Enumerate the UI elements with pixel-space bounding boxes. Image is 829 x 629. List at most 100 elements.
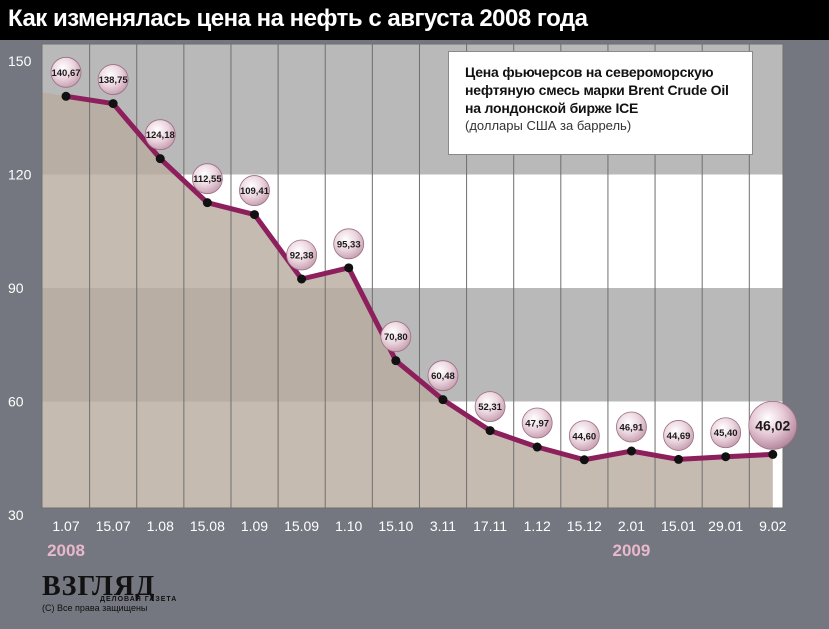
bubble-shape: [616, 411, 647, 443]
legend-title-line-1: Цена фьючерсов на североморскую: [465, 64, 714, 80]
data-label-bubble: 140,67: [50, 56, 82, 88]
x-tick-label: 9.02: [759, 518, 786, 534]
logo-wordmark: ВЗГЛЯД: [42, 571, 156, 602]
legend-box: Цена фьючерсов на североморскую нефтяную…: [448, 51, 753, 155]
data-label: 45,40: [714, 428, 738, 439]
data-point: [721, 452, 731, 462]
data-label: 44,69: [667, 431, 691, 442]
data-point: [579, 455, 589, 465]
data-point: [768, 449, 778, 459]
data-label-bubble: 124,18: [144, 119, 176, 151]
y-tick-label: 30: [8, 507, 24, 523]
bubble-shape: [427, 360, 459, 392]
legend-title-line-2: нефтяную смесь марки Brent Crude Oil: [465, 82, 729, 98]
x-tick-label: 1.08: [147, 518, 174, 534]
data-point: [438, 395, 448, 405]
data-point: [155, 154, 165, 164]
plot-border: [41, 43, 784, 509]
x-tick-label: 3.11: [430, 518, 456, 534]
logo-tagline: ДЕЛОВАЯ ГАЗЕТА: [100, 596, 178, 603]
bubble-shape: [380, 321, 412, 353]
y-axis: 150 120 90 60 30: [8, 53, 32, 523]
x-axis: 1.07 15.07 1.08 15.08 1.09 15.09 1.10 15.10 3.11…: [52, 518, 786, 534]
bubble-shape: [710, 417, 742, 449]
bubble-shape: [474, 391, 506, 422]
data-label: 112,55: [193, 174, 222, 185]
data-label-bubble: 95,33: [333, 228, 365, 260]
data-point: [61, 91, 71, 101]
data-label-bubble: 138,75: [97, 64, 129, 95]
x-tick-label: 29.01: [708, 518, 743, 534]
data-label: 44,60: [572, 431, 596, 442]
year-label: 2008: [47, 541, 85, 560]
data-label: 95,33: [337, 239, 361, 250]
data-label: 92,38: [290, 250, 314, 261]
data-label-bubble: 44,69: [663, 420, 694, 451]
x-tick-label: 1.07: [52, 518, 79, 534]
bubble-shape: [748, 400, 798, 450]
bubble-shape: [521, 407, 553, 439]
x-tick-label: 1.09: [241, 518, 268, 534]
data-label: 140,67: [51, 68, 80, 79]
bubble-shape: [286, 239, 318, 271]
bubble-shape: [50, 56, 82, 88]
data-point: [108, 99, 118, 109]
x-tick-label: 1.12: [524, 518, 551, 534]
data-labels: 140,67 138,75 124,18 112,55 109,41 92,38 95,33…: [50, 56, 798, 452]
data-label: 109,41: [240, 186, 270, 197]
x-tick-label: 15.08: [190, 518, 225, 534]
logo: ВЗГЛЯД ДЕЛОВАЯ ГАЗЕТА: [42, 571, 176, 604]
y-tick-label: 120: [8, 167, 32, 183]
x-tick-label: 15.01: [661, 518, 696, 534]
year-labels: 2008 2009: [47, 541, 650, 560]
x-tick-label: 15.07: [96, 518, 131, 534]
data-label-bubble: 60,48: [427, 360, 459, 392]
copyright-text: (С) Все права защищены: [42, 603, 148, 613]
data-label: 124,18: [146, 130, 175, 141]
y-tick-label: 90: [8, 280, 24, 296]
x-tick-label: 15.09: [284, 518, 319, 534]
x-tick-label: 2.01: [618, 518, 645, 534]
data-label: 46,02: [755, 417, 790, 433]
data-label-bubble: 112,55: [191, 163, 223, 195]
data-point: [485, 426, 495, 436]
price-line: [63, 93, 776, 463]
data-label-bubble: 46,91: [616, 411, 647, 443]
data-label-bubble: 47,97: [521, 407, 553, 439]
data-label: 138,75: [99, 75, 129, 86]
area-fill: [42, 92, 773, 509]
bubble-shape: [239, 175, 270, 206]
bubble-shape: [97, 64, 129, 95]
data-label-bubble: 52,31: [474, 391, 506, 422]
y-tick-label: 60: [8, 394, 24, 410]
data-label-bubble: 70,80: [380, 321, 412, 353]
data-label: 46,91: [620, 423, 644, 434]
x-tick-label: 15.10: [378, 518, 413, 534]
series-line: [61, 91, 778, 465]
data-label: 52,31: [478, 402, 502, 413]
x-tick-label: 15.12: [567, 518, 602, 534]
y-tick-label: 150: [8, 53, 32, 69]
x-tick-label: 17.11: [473, 518, 507, 534]
data-label-bubble: 45,40: [710, 417, 742, 449]
x-tick-label: 1.10: [335, 518, 362, 534]
data-point: [626, 446, 636, 456]
legend-title-line-3: на лондонской бирже ICE: [465, 100, 639, 116]
data-point: [297, 274, 307, 284]
data-label-bubble: 109,41: [239, 175, 270, 206]
bubble-shape: [144, 119, 176, 151]
year-label: 2009: [613, 541, 651, 560]
data-label-bubble: 92,38: [286, 239, 318, 271]
data-point: [391, 356, 401, 366]
data-label-bubble: 44,60: [568, 420, 600, 452]
data-label: 60,48: [431, 371, 455, 382]
area-shape: [42, 92, 773, 509]
bubble-shape: [663, 420, 694, 451]
data-point: [249, 210, 259, 220]
data-label-bubble: 46,02: [748, 400, 798, 450]
data-label: 70,80: [384, 332, 408, 343]
data-point: [532, 442, 542, 452]
data-label: 47,97: [525, 419, 549, 430]
chart-title: Как изменялась цена на нефть с августа 2…: [8, 5, 588, 32]
line-chart: 150 120 90 60 30 140,67 138,75 124,18 112,55 109…: [8, 43, 798, 560]
